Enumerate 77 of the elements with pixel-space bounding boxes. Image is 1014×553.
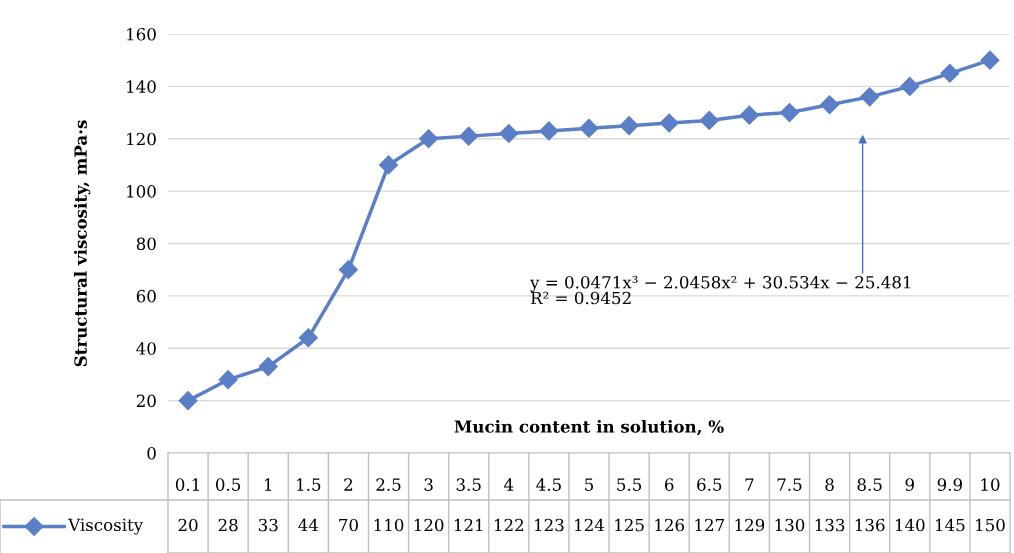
- point: [699, 110, 719, 130]
- point: [298, 328, 318, 348]
- point: [980, 50, 1000, 70]
- data-label: 122: [494, 518, 524, 532]
- point: [579, 118, 599, 138]
- data-label: 20: [178, 518, 198, 532]
- x-tick-label: 4.5: [536, 478, 561, 491]
- point: [940, 63, 960, 83]
- x-tick-label: 0.1: [175, 478, 199, 491]
- data-label: 44: [298, 518, 319, 532]
- data-label: 121: [454, 518, 483, 532]
- x-axis-title: Mucin content in solution, %: [454, 419, 724, 436]
- point: [659, 113, 679, 133]
- point: [539, 121, 559, 141]
- y-tick-label: 80: [136, 237, 156, 251]
- x-tick-label: 6.5: [697, 478, 722, 491]
- data-label: 133: [815, 518, 845, 532]
- x-tick-label: 9: [905, 478, 914, 491]
- data-label: 125: [615, 518, 644, 532]
- x-tick-label: 8: [825, 478, 834, 491]
- data-label: 145: [935, 518, 965, 532]
- x-tick-label: 2.5: [376, 478, 401, 491]
- data-label: 136: [855, 518, 885, 532]
- x-tick-label: 7.5: [777, 478, 802, 491]
- point: [419, 129, 439, 149]
- x-tick-label: 1.5: [297, 478, 321, 491]
- x-tick-label: 7: [745, 478, 754, 491]
- data-label: 127: [695, 518, 724, 532]
- y-tick-label: 100: [127, 185, 156, 198]
- data-label: 126: [655, 518, 685, 532]
- x-tick-label: 6: [665, 478, 674, 491]
- point: [820, 95, 840, 115]
- data-label: 130: [775, 518, 805, 532]
- x-tick-label: 5: [585, 478, 594, 491]
- point: [499, 123, 519, 144]
- data-label: 33: [258, 518, 278, 532]
- y-tick-label: 20: [136, 394, 156, 408]
- data-label: 110: [374, 518, 404, 532]
- x-tick-label: 10: [981, 478, 1000, 491]
- y-tick-label: 140: [127, 80, 156, 93]
- x-tick-label: 3: [424, 478, 433, 491]
- x-tick-label: 2: [344, 478, 353, 491]
- data-label: 129: [735, 518, 765, 532]
- legend-label: Viscosity: [68, 518, 144, 535]
- data-label: 120: [414, 518, 444, 532]
- x-tick-label: 9.9: [937, 478, 962, 491]
- point: [779, 103, 800, 123]
- x-tick-label: 5.5: [617, 478, 642, 491]
- data-label: 150: [976, 518, 1005, 532]
- x-tick-label: 4: [504, 478, 514, 491]
- y-tick-label: 0: [147, 446, 156, 460]
- x-tick-label: 3.5: [456, 478, 481, 491]
- point: [900, 76, 920, 96]
- x-tick-label: 0.5: [215, 478, 241, 491]
- point: [378, 155, 399, 175]
- annotation: y = 0.0471x³ − 2.0458x² + 30.534x − 25.481: [530, 275, 911, 292]
- data-label: 123: [535, 518, 564, 532]
- data-label: 70: [339, 518, 358, 532]
- point: [860, 87, 880, 107]
- x-tick-label: 1: [264, 478, 272, 491]
- point: [459, 126, 479, 146]
- y-tick-label: 60: [136, 289, 156, 303]
- point: [619, 116, 639, 136]
- point: [218, 370, 238, 390]
- data-label: 140: [895, 518, 925, 532]
- point: [258, 357, 278, 377]
- y-tick-label: 120: [127, 132, 156, 146]
- x-tick-label: 8.5: [857, 478, 882, 491]
- y-axis-title: Structural viscosity, mPa·s: [73, 120, 91, 367]
- data-label: 28: [218, 518, 238, 532]
- point: [338, 260, 358, 280]
- point: [739, 105, 759, 125]
- y-tick-label: 160: [127, 27, 156, 41]
- annotation: R² = 0.9452: [530, 291, 631, 305]
- data-label: 124: [575, 518, 605, 532]
- point: [178, 391, 198, 411]
- y-tick-label: 40: [136, 342, 156, 355]
